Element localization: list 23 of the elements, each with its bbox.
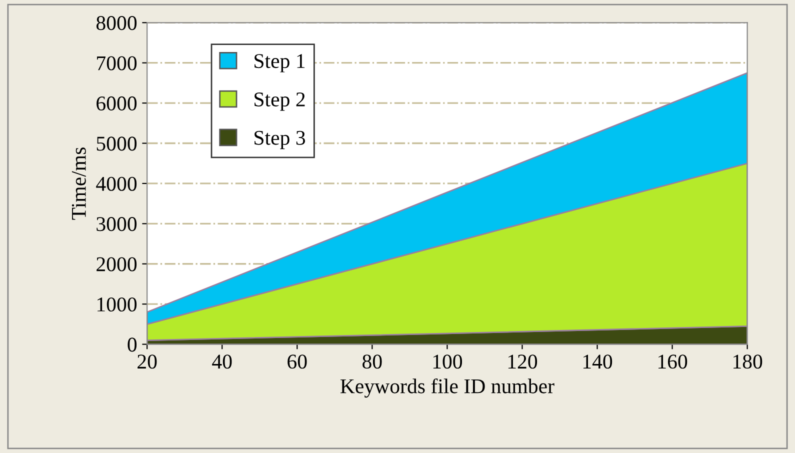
y-tick-label: 1000 [98, 297, 137, 312]
x-tick-label: 160 [658, 354, 688, 369]
x-tick-label: 80 [362, 354, 382, 369]
x-tick-label: 180 [734, 354, 762, 369]
x-tick-label: 140 [583, 354, 612, 369]
x-tick-label: 120 [508, 354, 538, 369]
y-axis-title: Time/ms [72, 148, 86, 220]
x-tick-label: 20 [138, 354, 157, 369]
x-axis-title: Keywords file ID number [340, 378, 554, 398]
legend-label: Step 1 [254, 54, 305, 72]
y-tick-label: 2000 [96, 257, 137, 272]
y-tick-label: 5000 [96, 136, 137, 151]
x-tick-label: 60 [288, 354, 307, 369]
y-tick-label: 4000 [96, 176, 137, 191]
legend-label: Step 3 [254, 130, 306, 150]
y-tick-label: 6000 [96, 96, 137, 110]
y-tick-label: 8000 [96, 16, 137, 30]
y-tick-label: 3000 [96, 217, 137, 232]
y-tick-label: 0 [128, 338, 137, 352]
y-tick-label: 7000 [97, 56, 137, 70]
legend-label: Step 2 [254, 92, 305, 111]
x-tick-label: 100 [433, 354, 462, 369]
x-tick-label: 40 [212, 354, 232, 369]
